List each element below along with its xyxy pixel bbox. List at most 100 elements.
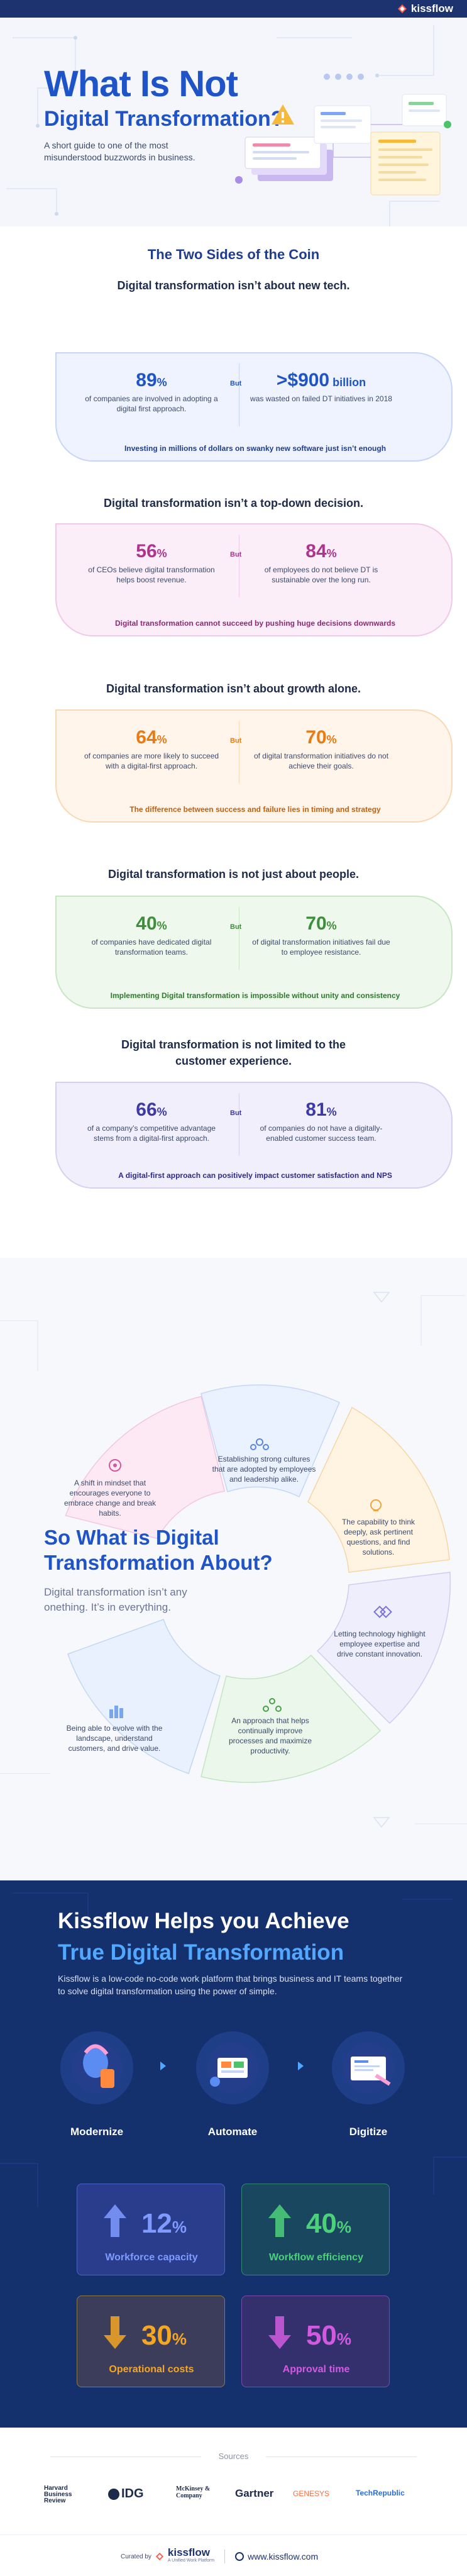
digitize-icon (343, 2043, 393, 2093)
automate-circle (196, 2031, 269, 2104)
stat-value: 66% (136, 1099, 167, 1120)
hero-section: kissflow What Is Not Digital Transformat… (0, 0, 467, 226)
arrow-icon (160, 2062, 166, 2070)
myth-card-tech: 89% of companies are involved in adoptin… (55, 352, 453, 462)
myth-note: A digital-first approach can positively … (118, 1171, 392, 1180)
modernize-circle (60, 2031, 133, 2104)
segment-mindset: A shift in mindset that encourages every… (63, 1479, 157, 1518)
mindset-icon (109, 1459, 121, 1472)
culture-icon (250, 1438, 269, 1450)
but-label: But (230, 380, 242, 387)
stat-description: of companies are involved in adopting a … (85, 394, 218, 413)
two-sides-title: The Two Sides of the Coin (147, 247, 320, 262)
stat-value: >$900 billion (276, 370, 366, 391)
automate-icon (207, 2043, 258, 2093)
stat-value: 84% (305, 541, 337, 562)
arrow-up-icon (268, 2204, 291, 2237)
myth-heading-top-down: Digital transformation isn’t a top-down … (103, 497, 363, 509)
myth-card-people: 40% of companies have dedicated digital … (55, 896, 453, 1009)
segment-evolve: Being able to evolve with the landscape,… (66, 1724, 163, 1753)
myth-note: Investing in millions of dollars on swan… (124, 444, 387, 453)
segment-process: An approach that helps continually impro… (228, 1716, 312, 1755)
footer-brand: kissflow A Unified Work Platform (167, 2546, 215, 2565)
metric-workforce-capacity: 12% Workforce capacity (77, 2184, 225, 2275)
logo-mckinsey: McKinsey & Company (176, 2485, 211, 2499)
stat-description: was wasted on failed DT initiatives in 2… (250, 394, 392, 403)
brand-name: kissflow (410, 3, 453, 14)
divider (224, 2550, 226, 2563)
segment-thinking: The capability to think deeply, ask pert… (341, 1518, 415, 1557)
process-icon (263, 1698, 282, 1712)
step-digitize: Digitize (349, 2126, 388, 2138)
stat-value: 56% (136, 541, 167, 562)
stat-description: of digital transformation initiatives fa… (252, 938, 390, 957)
myth-note: The difference between success and failu… (129, 805, 381, 814)
step-modernize: Modernize (70, 2126, 124, 2138)
metric-label: Workflow efficiency (269, 2252, 363, 2263)
stat-description: of companies are more likely to succeed … (84, 752, 219, 770)
about-subtitle: Digital transformation isn’t any onethin… (44, 1586, 187, 1613)
stat-right: 81% of companies do not have a digitally… (249, 1099, 393, 1143)
but-label: But (230, 1109, 242, 1117)
stat-right: >$900 billion was wasted on failed DT in… (249, 370, 393, 404)
logo-idg: IDG (108, 2487, 144, 2501)
stat-description: of CEOs believe digital transformation h… (88, 565, 215, 584)
myth-heading-tech: Digital transformation isn’t about new t… (117, 279, 350, 292)
but-label: But (230, 923, 242, 931)
metric-workflow-efficiency: 40% Workflow efficiency (241, 2184, 390, 2275)
step-automate: Automate (207, 2126, 258, 2138)
logo-harvard-business-review: Harvard Business Review (44, 2485, 72, 2504)
metric-label: Workforce capacity (105, 2252, 198, 2263)
myth-heading-growth: Digital transformation isn’t about growt… (106, 682, 361, 695)
globe-icon (235, 2552, 244, 2561)
stat-value: 81% (305, 1099, 337, 1120)
modernize-icon (72, 2043, 122, 2093)
metric-value: 40% (305, 2208, 352, 2239)
footer: Curated by kissflow A Unified Work Platf… (121, 2546, 319, 2565)
about-section: A shift in mindset that encourages every… (0, 1258, 467, 1880)
stat-value: 40% (136, 913, 167, 934)
but-label: But (230, 737, 242, 745)
sources-title: Sources (218, 2451, 249, 2461)
stat-left: 89% of companies are involved in adoptin… (79, 370, 224, 414)
kissflow-logo-icon (155, 2552, 164, 2561)
stat-value: 70% (305, 913, 337, 934)
metric-value: 50% (305, 2320, 352, 2351)
top-bar: kissflow (0, 0, 467, 18)
metric-approval-time: 50% Approval time (241, 2296, 390, 2387)
kissflow-section: Kissflow Helps you Achieve True Digital … (0, 1880, 467, 2428)
stat-left: 66% of a company’s competitive advantage… (79, 1099, 224, 1143)
arrow-down-icon (268, 2316, 291, 2349)
myth-note: Implementing Digital transformation is i… (110, 991, 400, 1000)
kissflow-background-lines (0, 1892, 467, 2207)
myth-card-customer: 66% of a company’s competitive advantage… (55, 1082, 453, 1189)
myth-heading-people: Digital transformation is not just about… (107, 868, 359, 880)
logo-techrepublic: TechRepublic (356, 2489, 405, 2497)
globe-icon (108, 2488, 119, 2500)
kissflow-subtitle: Kissflow is a low-code no-code work plat… (58, 1974, 403, 1996)
website-link[interactable]: www.kissflow.com (248, 2551, 319, 2562)
footer-divider (0, 2534, 467, 2535)
myth-card-growth: 64% of companies are more likely to succ… (55, 709, 453, 823)
stat-description: of companies do not have a digitally-ena… (260, 1124, 383, 1143)
stat-right: 70% of digital transformation initiative… (249, 727, 393, 771)
stat-description: of digital transformation initiatives do… (253, 752, 389, 770)
brand-logo: kissflow (397, 3, 453, 15)
kissflow-logo-icon (397, 4, 407, 13)
curated-by-label: Curated by (121, 2553, 151, 2560)
metric-operational-costs: 30% Operational costs (77, 2296, 225, 2387)
stat-right: 70% of digital transformation initiative… (249, 913, 393, 957)
footer-brand-name: kissflow (167, 2546, 211, 2558)
myth-note: Digital transformation cannot succeed by… (114, 619, 396, 628)
footer-brand-tagline: A Unified Work Platform (167, 2558, 215, 2563)
stat-left: 40% of companies have dedicated digital … (79, 913, 224, 957)
arrow-up-icon (104, 2204, 126, 2237)
stat-description: of a company’s competitive advantage ste… (87, 1124, 216, 1143)
metric-label: Approval time (282, 2364, 350, 2375)
segment-technology: Letting technology highlight employee ex… (334, 1629, 426, 1658)
transformation-ring (0, 1292, 467, 1828)
stat-description: of companies have dedicated digital tran… (91, 938, 212, 957)
kissflow-title: Kissflow Helps you Achieve (58, 1909, 349, 1933)
logo-gartner: Gartner (235, 2487, 274, 2499)
stat-value: 70% (305, 727, 337, 748)
